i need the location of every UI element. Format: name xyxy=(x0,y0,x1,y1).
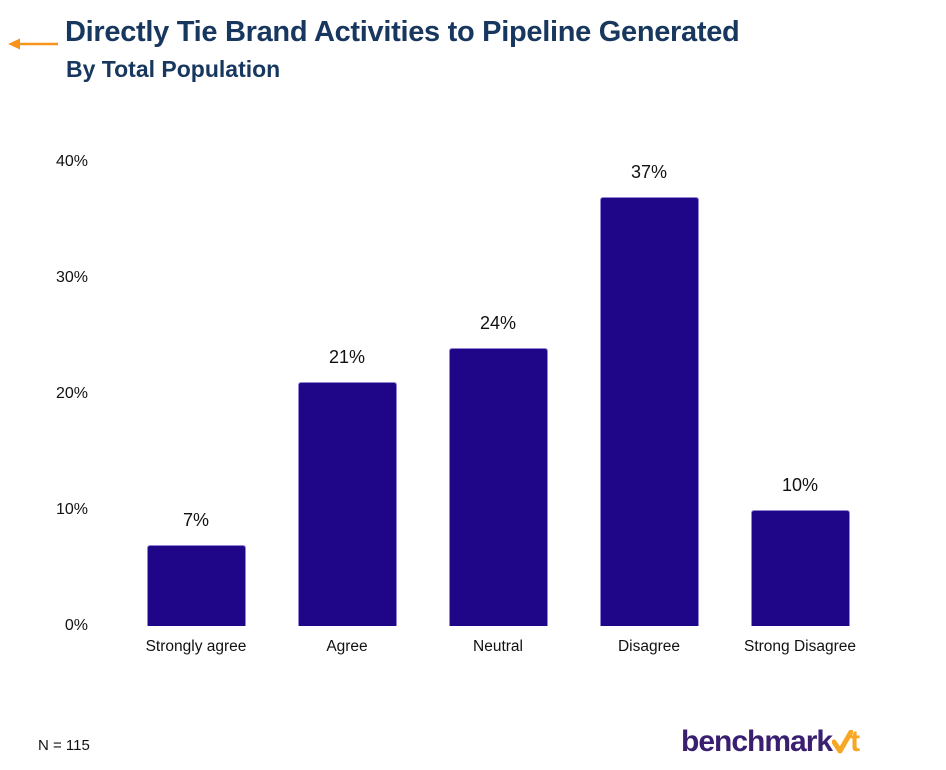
sample-size-label: N = 115 xyxy=(38,737,90,754)
logo-text-primary: benchmark xyxy=(681,725,833,758)
bar-neutral xyxy=(448,348,548,626)
x-axis-category-label: Disagree xyxy=(617,638,681,655)
left-arrow-icon xyxy=(6,36,60,57)
benchmarkit-logo: benchmark t xyxy=(681,725,860,758)
chart-title: Directly Tie Brand Activities to Pipelin… xyxy=(65,16,740,48)
x-axis-category-label: Agree xyxy=(326,638,368,655)
bar-data-label: 10% xyxy=(781,475,819,495)
bar-strongly-agree xyxy=(146,545,246,626)
bar-data-label: 24% xyxy=(479,313,517,333)
y-axis-tick-label: 20% xyxy=(55,385,88,402)
y-axis-tick-label: 30% xyxy=(55,269,88,286)
bar-agree xyxy=(297,382,397,626)
bar-disagree xyxy=(599,197,699,626)
checkmark-icon xyxy=(832,726,854,758)
logo-text-accent: t xyxy=(850,725,860,758)
bar-data-label: 7% xyxy=(182,510,209,530)
bar-data-label: 37% xyxy=(630,162,668,182)
chart-subtitle: By Total Population xyxy=(66,56,281,82)
bar-data-label: 21% xyxy=(328,347,366,367)
x-axis-category-label: Strongly agree xyxy=(145,638,247,655)
y-axis-tick-label: 0% xyxy=(64,617,88,634)
y-axis-tick-label: 40% xyxy=(55,153,88,170)
y-axis-tick-label: 10% xyxy=(55,501,88,518)
x-axis-category-label: Strong Disagree xyxy=(743,638,856,655)
bar-strong-disagree xyxy=(750,510,850,626)
x-axis-category-label: Neutral xyxy=(473,638,523,655)
